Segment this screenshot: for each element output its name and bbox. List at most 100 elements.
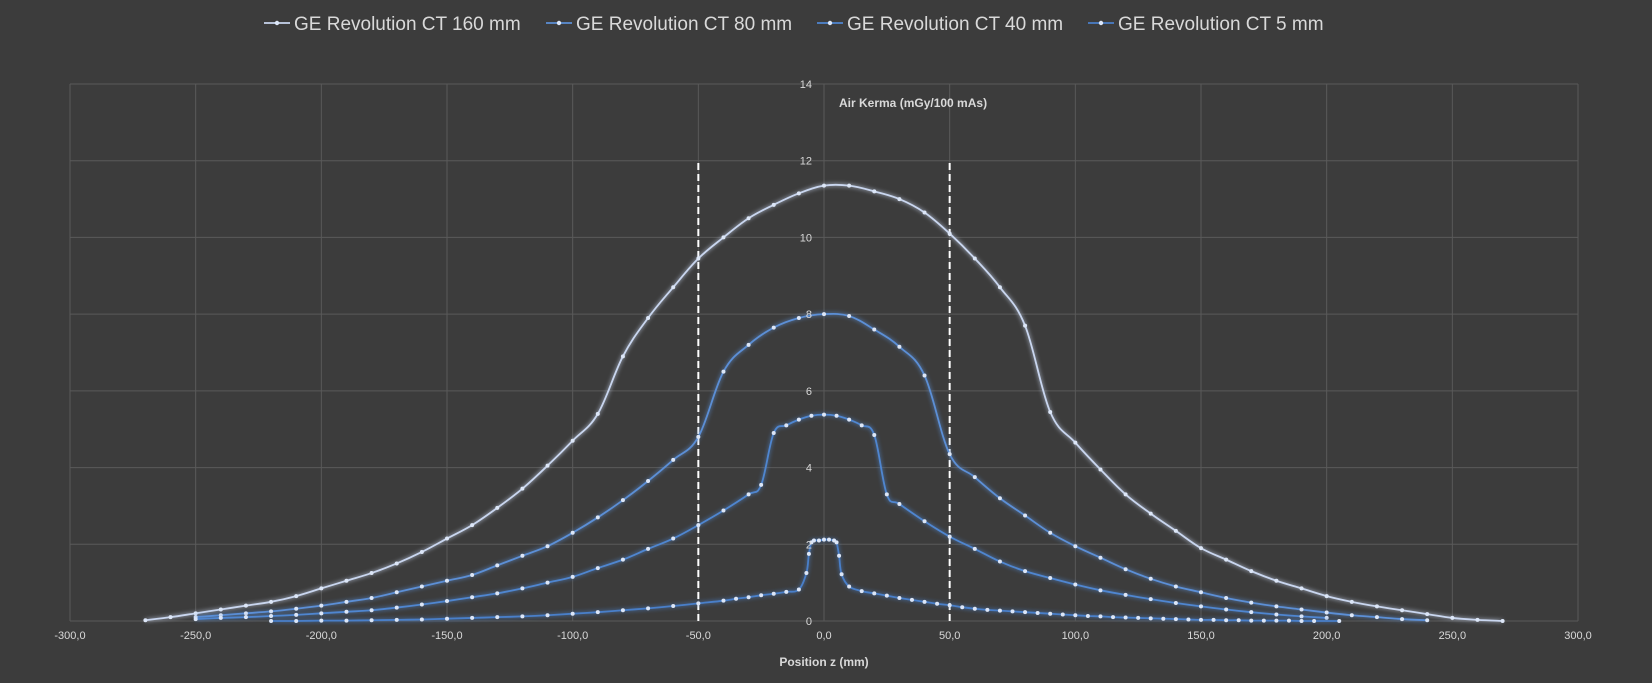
data-point: [935, 601, 940, 606]
data-point: [520, 586, 525, 591]
data-point: [771, 202, 776, 207]
x-tick-label: 200,0: [1313, 630, 1341, 642]
data-point: [827, 537, 832, 542]
legend-item-2[interactable]: GE Revolution CT 40 mm: [817, 14, 1063, 35]
data-point: [997, 496, 1002, 501]
data-point: [1123, 492, 1128, 497]
legend-label: GE Revolution CT 160 mm: [294, 14, 521, 35]
data-point: [1073, 613, 1078, 618]
data-point: [1324, 610, 1329, 615]
data-point: [419, 549, 424, 554]
data-point: [809, 413, 814, 418]
data-point: [419, 602, 424, 607]
legend-item-3[interactable]: GE Revolution CT 5 mm: [1088, 14, 1324, 35]
x-tick-label: 300,0: [1564, 630, 1592, 642]
data-point: [344, 578, 349, 583]
data-point: [445, 599, 449, 604]
data-point: [947, 534, 952, 539]
data-point: [294, 606, 299, 611]
data-point: [897, 595, 902, 600]
data-point: [1010, 609, 1015, 614]
x-tick-label: 150,0: [1187, 630, 1215, 642]
legend-label: GE Revolution CT 80 mm: [576, 14, 792, 35]
data-point: [1123, 567, 1128, 572]
data-point: [495, 591, 500, 596]
data-point: [419, 617, 424, 622]
data-point: [1299, 586, 1304, 591]
data-point: [269, 609, 274, 614]
x-tick-label: 50,0: [939, 630, 960, 642]
data-point: [1148, 616, 1153, 621]
data-point: [319, 618, 324, 623]
data-point: [1123, 592, 1128, 597]
data-point: [294, 619, 299, 623]
data-point: [394, 617, 399, 622]
data-point: [218, 607, 223, 612]
data-point: [570, 574, 575, 579]
data-point: [1173, 528, 1178, 533]
legend-label: GE Revolution CT 5 mm: [1118, 14, 1324, 35]
data-point: [570, 438, 575, 443]
data-point: [816, 538, 821, 543]
data-point: [822, 412, 826, 417]
y-tick-label: 4: [806, 463, 812, 475]
data-point: [319, 603, 324, 608]
data-point: [495, 563, 500, 568]
data-point: [1299, 607, 1304, 612]
data-point: [1023, 569, 1028, 574]
data-point: [985, 607, 990, 612]
data-point: [1236, 618, 1241, 623]
data-point: [520, 486, 525, 491]
data-point: [997, 608, 1002, 613]
data-point: [369, 571, 374, 576]
data-point: [834, 413, 839, 418]
data-point: [922, 373, 927, 378]
data-point: [1048, 409, 1053, 414]
data-point: [369, 595, 374, 600]
data-point: [1060, 612, 1065, 617]
data-point: [696, 256, 701, 261]
series-line-2: [195, 413, 1327, 620]
data-point: [1274, 612, 1279, 617]
data-point: [1249, 600, 1254, 605]
data-point: [419, 584, 424, 589]
data-point: [1450, 615, 1455, 620]
data-point: [784, 589, 789, 594]
data-point: [520, 614, 525, 619]
data-point: [1199, 604, 1203, 609]
data-point: [837, 553, 842, 558]
data-point: [721, 235, 726, 240]
data-point: [721, 598, 726, 603]
data-point: [746, 595, 751, 600]
legend-swatch-marker: [274, 20, 280, 26]
y-axis-title: Air Kerma (mGy/100 mAs): [839, 96, 987, 110]
data-point: [847, 417, 852, 422]
data-point: [997, 559, 1002, 564]
data-point: [344, 599, 349, 604]
data-point: [947, 452, 952, 457]
data-point: [595, 515, 600, 520]
data-point: [922, 599, 927, 604]
data-point: [269, 619, 274, 623]
data-point: [671, 604, 676, 609]
data-point: [1349, 599, 1354, 604]
data-point: [859, 589, 864, 594]
data-point: [872, 327, 877, 332]
legend-item-0[interactable]: GE Revolution CT 160 mm: [264, 14, 521, 35]
y-tick-label: 10: [800, 232, 812, 244]
data-point: [1048, 576, 1053, 581]
data-point: [445, 578, 449, 583]
legend-item-1[interactable]: GE Revolution CT 80 mm: [546, 14, 792, 35]
x-tick-label: -50,0: [686, 630, 711, 642]
data-point: [1374, 615, 1379, 620]
data-point: [1098, 467, 1103, 472]
data-point: [646, 315, 651, 320]
x-tick-label: -200,0: [306, 630, 337, 642]
data-point: [445, 616, 449, 621]
data-point: [168, 615, 173, 620]
data-point: [1199, 546, 1203, 551]
data-point: [897, 197, 902, 202]
data-point: [1324, 615, 1329, 620]
data-point: [1274, 618, 1279, 623]
data-point: [897, 344, 902, 349]
